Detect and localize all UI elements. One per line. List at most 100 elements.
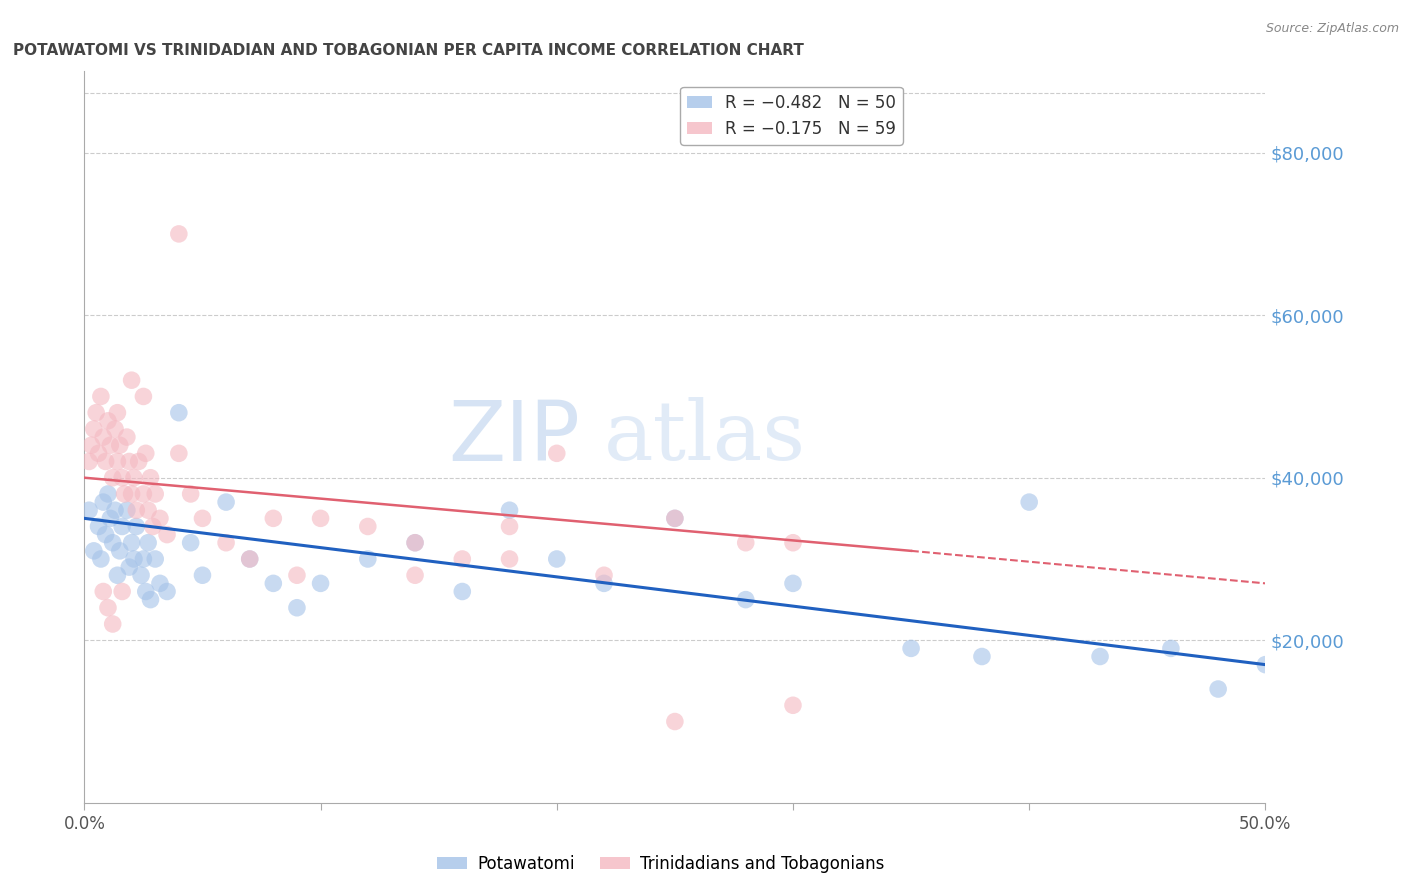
Point (357, 552, 380, 566)
Point (91, 430, 114, 444)
Point (309, 576, 332, 591)
Point (101, 471, 124, 485)
Point (135, 584, 157, 599)
Point (142, 519, 165, 533)
Legend: Potawatomi, Trinidadians and Tobagonians: Potawatomi, Trinidadians and Tobagonians (430, 848, 891, 880)
Point (87, 446, 110, 460)
Point (111, 584, 134, 599)
Point (98, 438, 121, 452)
Point (239, 552, 262, 566)
Point (101, 535, 124, 549)
Point (404, 568, 426, 582)
Point (593, 576, 616, 591)
Point (108, 438, 131, 452)
Point (1254, 657, 1277, 672)
Point (107, 568, 129, 582)
Point (156, 527, 179, 541)
Point (104, 503, 127, 517)
Legend: R = −0.482   N = 50, R = −0.175   N = 59: R = −0.482 N = 50, R = −0.175 N = 59 (681, 87, 903, 145)
Point (91, 495, 114, 509)
Point (1206, 681, 1229, 696)
Point (782, 535, 804, 549)
Point (404, 535, 426, 549)
Point (111, 471, 134, 485)
Point (239, 552, 262, 566)
Text: atlas: atlas (605, 397, 806, 477)
Point (98, 511, 121, 525)
Point (149, 511, 172, 525)
Point (664, 714, 686, 729)
Point (404, 535, 426, 549)
Point (782, 698, 804, 713)
Point (180, 487, 202, 501)
Point (180, 535, 202, 549)
Point (136, 535, 159, 549)
Text: POTAWATOMI VS TRINIDADIAN AND TOBAGONIAN PER CAPITA INCOME CORRELATION CHART: POTAWATOMI VS TRINIDADIAN AND TOBAGONIAN… (14, 43, 804, 58)
Point (285, 568, 308, 582)
Point (132, 552, 155, 566)
Point (121, 373, 143, 387)
Point (546, 552, 568, 566)
Point (143, 487, 166, 501)
Point (121, 535, 143, 549)
Point (498, 503, 520, 517)
Point (104, 422, 127, 436)
Point (118, 454, 141, 468)
Point (156, 584, 179, 599)
Point (167, 227, 190, 241)
Point (167, 446, 190, 460)
Point (111, 519, 134, 533)
Point (900, 641, 922, 656)
Point (121, 487, 143, 501)
Point (149, 576, 172, 591)
Point (262, 511, 284, 525)
Point (215, 535, 238, 549)
Point (451, 552, 474, 566)
Text: ZIP: ZIP (449, 397, 581, 477)
Point (129, 568, 152, 582)
Point (215, 495, 238, 509)
Point (83, 422, 105, 436)
Point (90, 389, 112, 403)
Point (84, 406, 107, 420)
Point (108, 544, 131, 558)
Point (94, 454, 117, 468)
Point (498, 552, 520, 566)
Point (80, 438, 103, 452)
Point (107, 454, 129, 468)
Point (1018, 495, 1040, 509)
Point (118, 560, 141, 574)
Point (97, 414, 120, 428)
Point (546, 446, 568, 460)
Point (782, 576, 804, 591)
Point (1160, 641, 1182, 656)
Point (139, 592, 162, 607)
Point (593, 568, 616, 582)
Point (191, 568, 214, 582)
Point (132, 487, 155, 501)
Point (125, 503, 148, 517)
Point (94, 527, 117, 541)
Point (115, 503, 138, 517)
Point (135, 446, 157, 460)
Point (122, 471, 145, 485)
Point (77, 503, 100, 517)
Point (143, 552, 166, 566)
Point (91, 584, 114, 599)
Point (970, 649, 993, 664)
Point (285, 600, 308, 615)
Text: Source: ZipAtlas.com: Source: ZipAtlas.com (1265, 22, 1399, 36)
Point (114, 487, 136, 501)
Point (107, 406, 129, 420)
Point (125, 519, 148, 533)
Point (664, 511, 686, 525)
Point (167, 406, 190, 420)
Point (309, 511, 332, 525)
Point (262, 576, 284, 591)
Point (136, 503, 159, 517)
Point (90, 552, 112, 566)
Point (128, 454, 150, 468)
Point (1088, 649, 1111, 664)
Point (101, 617, 124, 632)
Point (664, 511, 686, 525)
